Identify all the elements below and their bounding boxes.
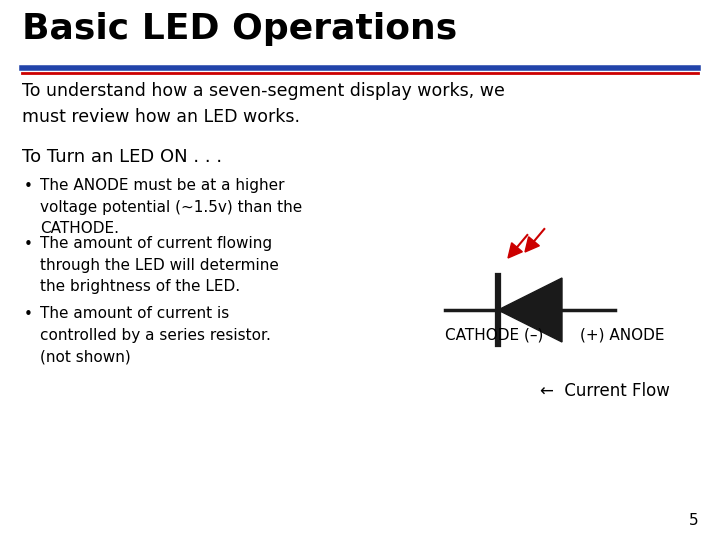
Text: (+) ANODE: (+) ANODE [580,328,665,343]
Polygon shape [498,278,562,342]
Text: Basic LED Operations: Basic LED Operations [22,12,457,46]
Text: CATHODE (–): CATHODE (–) [445,328,544,343]
Text: The amount of current is
controlled by a series resistor.
(not shown): The amount of current is controlled by a… [40,306,271,364]
Text: The amount of current flowing
through the LED will determine
the brightness of t: The amount of current flowing through th… [40,236,279,294]
Text: •: • [24,179,33,194]
Text: 5: 5 [688,513,698,528]
Polygon shape [525,237,539,252]
Text: •: • [24,307,33,322]
Polygon shape [508,243,523,258]
Text: •: • [24,237,33,252]
Text: ←  Current Flow: ← Current Flow [540,382,670,400]
Text: The ANODE must be at a higher
voltage potential (~1.5v) than the
CATHODE.: The ANODE must be at a higher voltage po… [40,178,302,236]
Text: To Turn an LED ON . . .: To Turn an LED ON . . . [22,148,222,166]
Text: To understand how a seven-segment display works, we
must review how an LED works: To understand how a seven-segment displa… [22,82,505,126]
